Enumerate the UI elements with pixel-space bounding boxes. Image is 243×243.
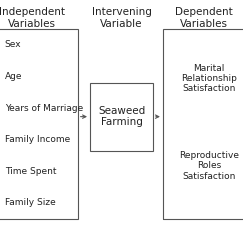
- Text: Reproductive
Roles
Satisfaction: Reproductive Roles Satisfaction: [179, 151, 239, 181]
- Text: Seaweed
Farming: Seaweed Farming: [98, 106, 145, 127]
- Text: Sex: Sex: [5, 40, 21, 50]
- Text: Years of Marriage: Years of Marriage: [5, 104, 83, 113]
- Text: Time Spent: Time Spent: [5, 167, 56, 176]
- Bar: [163, 29, 243, 219]
- Bar: [90, 83, 153, 151]
- Text: Intervening
Variable: Intervening Variable: [92, 7, 151, 29]
- Text: Dependent
Variables: Dependent Variables: [175, 7, 233, 29]
- Text: Marital
Relationship
Satisfaction: Marital Relationship Satisfaction: [181, 63, 237, 93]
- Bar: [0, 29, 78, 219]
- Text: Family Income: Family Income: [5, 135, 70, 144]
- Text: Family Size: Family Size: [5, 198, 56, 208]
- Text: Independent
Variables: Independent Variables: [0, 7, 65, 29]
- Text: Age: Age: [5, 72, 22, 81]
